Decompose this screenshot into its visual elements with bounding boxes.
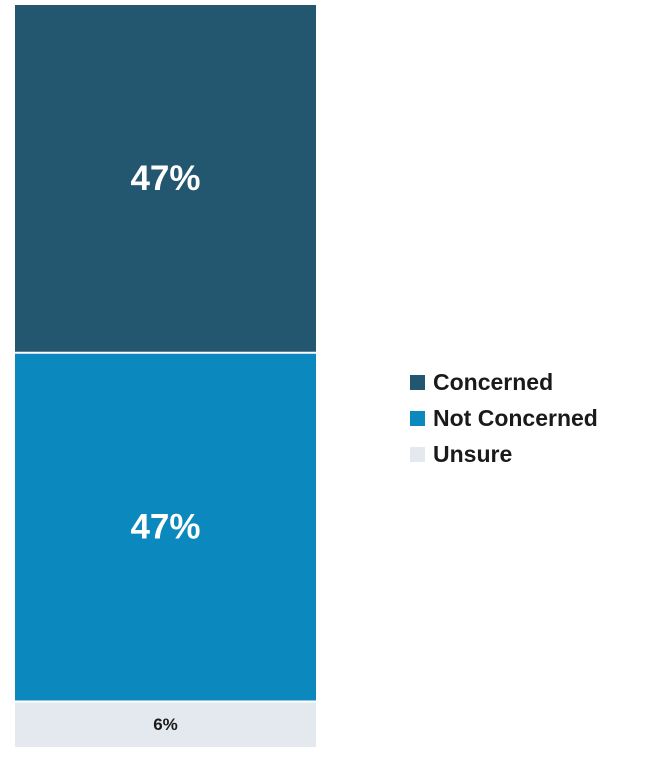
legend-item-unsure: Unsure — [410, 436, 598, 472]
data-label-concerned: 47% — [130, 159, 200, 198]
legend-swatch-concerned — [410, 374, 425, 390]
legend-swatch-not-concerned — [410, 410, 425, 426]
legend-item-not-concerned: Not Concerned — [410, 400, 598, 436]
legend-item-concerned: Concerned — [410, 364, 598, 400]
legend-label-not-concerned: Not Concerned — [433, 404, 598, 431]
legend-label-unsure: Unsure — [433, 440, 513, 467]
bar-segment-not-concerned — [15, 353, 316, 701]
bar-segment-concerned — [15, 5, 316, 352]
legend-label-concerned: Concerned — [433, 368, 554, 395]
bar-segment-unsure — [15, 702, 316, 747]
data-label-not-concerned: 47% — [130, 508, 200, 547]
data-label-unsure: 6% — [153, 715, 178, 734]
chart-legend: Concerned Not Concerned Unsure — [410, 364, 598, 472]
legend-swatch-unsure — [410, 446, 425, 462]
